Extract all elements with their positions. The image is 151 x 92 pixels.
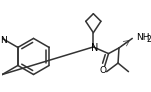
Text: NH: NH (136, 33, 150, 42)
Text: N: N (0, 36, 7, 45)
Text: N: N (91, 43, 98, 53)
Text: 2: 2 (146, 35, 151, 44)
Text: O: O (99, 66, 106, 75)
